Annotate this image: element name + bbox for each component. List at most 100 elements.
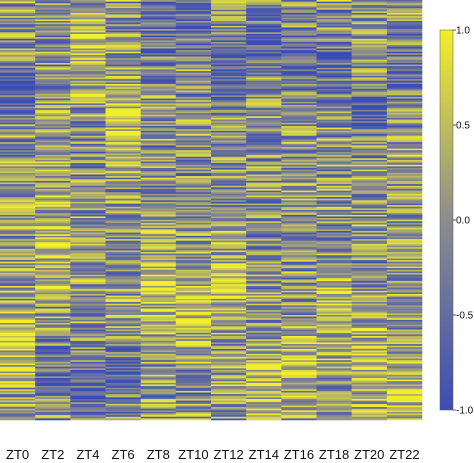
heatmap-cell: [175, 226, 212, 229]
heatmap-cell: [140, 416, 177, 419]
heatmap-cell: [211, 276, 247, 279]
heatmap-cell: [281, 365, 317, 367]
heatmap-cell: [105, 140, 141, 143]
heatmap-cell: [316, 98, 352, 101]
heatmap-cell: [0, 416, 36, 419]
heatmap-cell: [35, 210, 71, 212]
heatmap-cell: [281, 394, 317, 397]
heatmap-cell: [70, 289, 106, 292]
heatmap-cell: [211, 369, 247, 372]
heatmap-cell: [351, 243, 388, 246]
heatmap-cell: [35, 374, 71, 377]
heatmap-cell: [0, 195, 36, 198]
heatmap-cell: [0, 21, 36, 23]
heatmap-cell: [281, 290, 317, 293]
heatmap-cell: [175, 179, 212, 182]
heatmap-cell: [246, 271, 282, 274]
heatmap-cell: [105, 402, 141, 405]
heatmap-cell: [246, 344, 282, 346]
heatmap-cell: [211, 321, 247, 324]
heatmap-cell: [175, 348, 212, 351]
heatmap-cell: [281, 45, 317, 48]
heatmap-cell: [140, 90, 177, 93]
heatmap-cell: [211, 24, 247, 27]
heatmap-cell: [105, 127, 141, 130]
heatmap-cell: [351, 92, 388, 94]
heatmap-cell: [211, 82, 247, 85]
heatmap-cell: [281, 158, 317, 161]
heatmap-cell: [105, 11, 141, 14]
heatmap-cell: [211, 216, 247, 219]
heatmap-cell: [316, 382, 352, 385]
heatmap-cell: [0, 148, 36, 151]
legend-tick-label: -0.5: [456, 311, 474, 322]
heatmap-cell: [281, 100, 317, 103]
heatmap-cell: [35, 352, 71, 355]
heatmap-cell: [386, 50, 423, 52]
heatmap-cell: [0, 295, 36, 298]
heatmap-cell: [105, 121, 141, 124]
heatmap-cell: [35, 182, 71, 185]
heatmap-cell: [246, 410, 282, 413]
heatmap-cell: [211, 418, 247, 421]
heatmap-cell: [140, 193, 177, 196]
heatmap-cell: [211, 155, 247, 157]
heatmap-cell: [140, 96, 177, 99]
heatmap-cell: [0, 250, 36, 253]
heatmap-cell: [0, 156, 36, 159]
heatmap-cell: [316, 198, 352, 201]
heatmap-cell: [140, 327, 177, 330]
heatmap-cell: [0, 201, 36, 204]
heatmap-cell: [70, 29, 106, 31]
heatmap-cell: [105, 357, 141, 359]
heatmap-cell: [105, 135, 141, 138]
heatmap-cell: [211, 363, 247, 366]
heatmap-cell: [0, 399, 36, 401]
heatmap-cell: [70, 64, 106, 67]
heatmap-cell: [140, 282, 177, 285]
heatmap-cell: [281, 324, 317, 327]
heatmap-cell: [316, 229, 352, 232]
heatmap-cell: [351, 84, 388, 86]
heatmap-cell: [0, 282, 36, 285]
heatmap-cell: [386, 340, 423, 343]
heatmap-cell: [386, 300, 423, 303]
heatmap-cell: [281, 201, 317, 204]
heatmap-cell: [70, 285, 106, 288]
heatmap-cell: [386, 294, 423, 296]
heatmap-cell: [211, 46, 247, 49]
heatmap-cell: [351, 358, 388, 361]
heatmap-cell: [0, 310, 36, 313]
heatmap-cell: [0, 0, 36, 2]
heatmap-cell: [211, 381, 247, 384]
heatmap-cell: [316, 371, 352, 374]
heatmap-cell: [175, 50, 212, 52]
heatmap-cell: [35, 302, 71, 304]
heatmap-cell: [70, 124, 106, 127]
heatmap-cell: [175, 187, 212, 190]
heatmap-cell: [211, 45, 247, 48]
heatmap-cell: [386, 114, 423, 117]
heatmap-cell: [386, 106, 423, 109]
heatmap-cell: [316, 222, 352, 225]
heatmap-cell: [70, 250, 106, 253]
heatmap-cell: [386, 337, 423, 340]
heatmap-cell: [105, 253, 141, 256]
heatmap-cell: [211, 407, 247, 409]
heatmap-cell: [316, 345, 352, 348]
heatmap-cell: [211, 150, 247, 153]
heatmap-cell: [35, 38, 71, 41]
heatmap-cell: [140, 182, 177, 185]
heatmap-cell: [105, 226, 141, 229]
heatmap-cell: [175, 182, 212, 185]
heatmap-cell: [70, 342, 106, 345]
heatmap-cell: [105, 164, 141, 167]
heatmap-cell: [105, 93, 141, 96]
heatmap-cell: [351, 35, 388, 38]
heatmap-cell: [246, 87, 282, 90]
heatmap-cell: [246, 35, 282, 38]
heatmap-cell: [211, 35, 247, 38]
heatmap-cell: [0, 185, 36, 188]
heatmap-cell: [246, 153, 282, 156]
heatmap-cell: [140, 37, 177, 40]
